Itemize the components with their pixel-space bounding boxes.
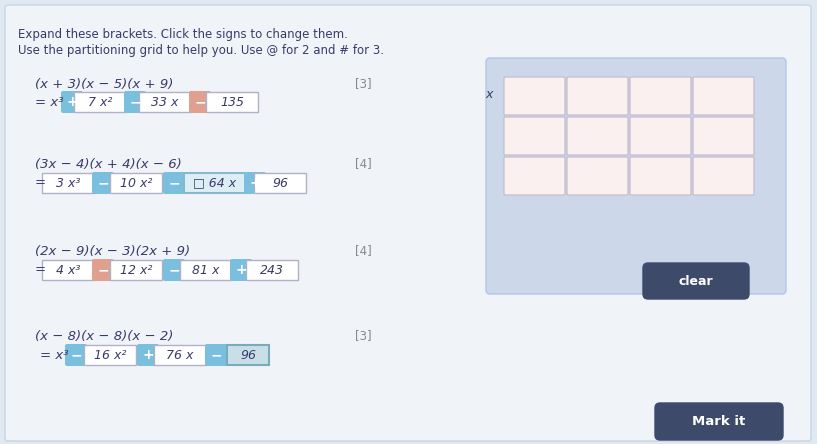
Text: −: − [210, 348, 221, 362]
FancyBboxPatch shape [486, 58, 786, 294]
Text: 243: 243 [260, 263, 284, 277]
FancyBboxPatch shape [655, 403, 783, 440]
Text: +: + [142, 348, 154, 362]
Text: −: − [97, 263, 109, 277]
FancyBboxPatch shape [567, 77, 628, 115]
FancyBboxPatch shape [5, 5, 811, 441]
Text: [3]: [3] [355, 77, 372, 90]
Text: 7 x²: 7 x² [87, 95, 112, 108]
Text: −: − [97, 176, 109, 190]
FancyBboxPatch shape [137, 344, 159, 366]
Text: (x − 8)(x − 8)(x − 2): (x − 8)(x − 8)(x − 2) [35, 330, 173, 343]
Text: [4]: [4] [355, 244, 372, 257]
FancyBboxPatch shape [180, 260, 232, 280]
FancyBboxPatch shape [630, 157, 691, 195]
Text: = x³: = x³ [35, 95, 64, 108]
FancyBboxPatch shape [154, 345, 206, 365]
Text: 10 x²: 10 x² [120, 177, 152, 190]
Text: [4]: [4] [355, 157, 372, 170]
FancyBboxPatch shape [504, 77, 565, 115]
FancyBboxPatch shape [693, 157, 754, 195]
FancyBboxPatch shape [227, 345, 269, 365]
Text: = x³: = x³ [40, 349, 69, 361]
FancyBboxPatch shape [206, 92, 258, 112]
FancyBboxPatch shape [42, 260, 94, 280]
Text: =: = [35, 177, 46, 190]
Text: −: − [168, 263, 180, 277]
FancyBboxPatch shape [163, 172, 185, 194]
Text: Mark it: Mark it [692, 415, 746, 428]
FancyBboxPatch shape [163, 259, 185, 281]
FancyBboxPatch shape [567, 117, 628, 155]
FancyBboxPatch shape [254, 173, 306, 193]
FancyBboxPatch shape [184, 173, 246, 193]
Text: 3 x³: 3 x³ [56, 177, 80, 190]
Text: 96: 96 [240, 349, 256, 361]
Text: −: − [70, 348, 82, 362]
Text: +: + [235, 263, 247, 277]
FancyBboxPatch shape [246, 260, 298, 280]
Text: 135: 135 [220, 95, 244, 108]
Text: −: − [194, 95, 206, 109]
Text: 4 x³: 4 x³ [56, 263, 80, 277]
FancyBboxPatch shape [124, 91, 146, 113]
FancyBboxPatch shape [230, 259, 252, 281]
Text: [3]: [3] [355, 329, 372, 342]
FancyBboxPatch shape [92, 259, 114, 281]
Text: Expand these brackets. Click the signs to change them.: Expand these brackets. Click the signs t… [18, 28, 348, 41]
FancyBboxPatch shape [504, 117, 565, 155]
FancyBboxPatch shape [92, 172, 114, 194]
Text: x: x [485, 87, 493, 100]
Text: (2x − 9)(x − 3)(2x + 9): (2x − 9)(x − 3)(2x + 9) [35, 245, 190, 258]
FancyBboxPatch shape [630, 117, 691, 155]
FancyBboxPatch shape [42, 173, 94, 193]
FancyBboxPatch shape [189, 91, 211, 113]
FancyBboxPatch shape [110, 260, 162, 280]
FancyBboxPatch shape [643, 263, 749, 299]
FancyBboxPatch shape [74, 92, 126, 112]
Text: −: − [168, 176, 180, 190]
FancyBboxPatch shape [567, 157, 628, 195]
FancyBboxPatch shape [61, 91, 83, 113]
FancyBboxPatch shape [693, 117, 754, 155]
FancyBboxPatch shape [630, 77, 691, 115]
Text: (x + 3)(x − 5)(x + 9): (x + 3)(x − 5)(x + 9) [35, 78, 173, 91]
Text: 96: 96 [272, 177, 288, 190]
Text: clear: clear [679, 274, 713, 288]
Text: −: − [129, 95, 141, 109]
Text: Use the partitioning grid to help you. Use @ for 2 and # for 3.: Use the partitioning grid to help you. U… [18, 44, 384, 57]
Text: +: + [66, 95, 78, 109]
FancyBboxPatch shape [244, 172, 266, 194]
FancyBboxPatch shape [205, 344, 227, 366]
FancyBboxPatch shape [139, 92, 191, 112]
Text: 33 x: 33 x [151, 95, 179, 108]
Text: 76 x: 76 x [167, 349, 194, 361]
Text: (3x − 4)(x + 4)(x − 6): (3x − 4)(x + 4)(x − 6) [35, 158, 181, 171]
FancyBboxPatch shape [504, 157, 565, 195]
FancyBboxPatch shape [84, 345, 136, 365]
FancyBboxPatch shape [110, 173, 162, 193]
Text: 81 x: 81 x [192, 263, 220, 277]
Text: 16 x²: 16 x² [94, 349, 126, 361]
FancyBboxPatch shape [693, 77, 754, 115]
Text: □ 64 x: □ 64 x [194, 177, 237, 190]
Text: 12 x²: 12 x² [120, 263, 152, 277]
Text: +: + [249, 176, 261, 190]
Text: =: = [35, 263, 46, 277]
FancyBboxPatch shape [65, 344, 87, 366]
